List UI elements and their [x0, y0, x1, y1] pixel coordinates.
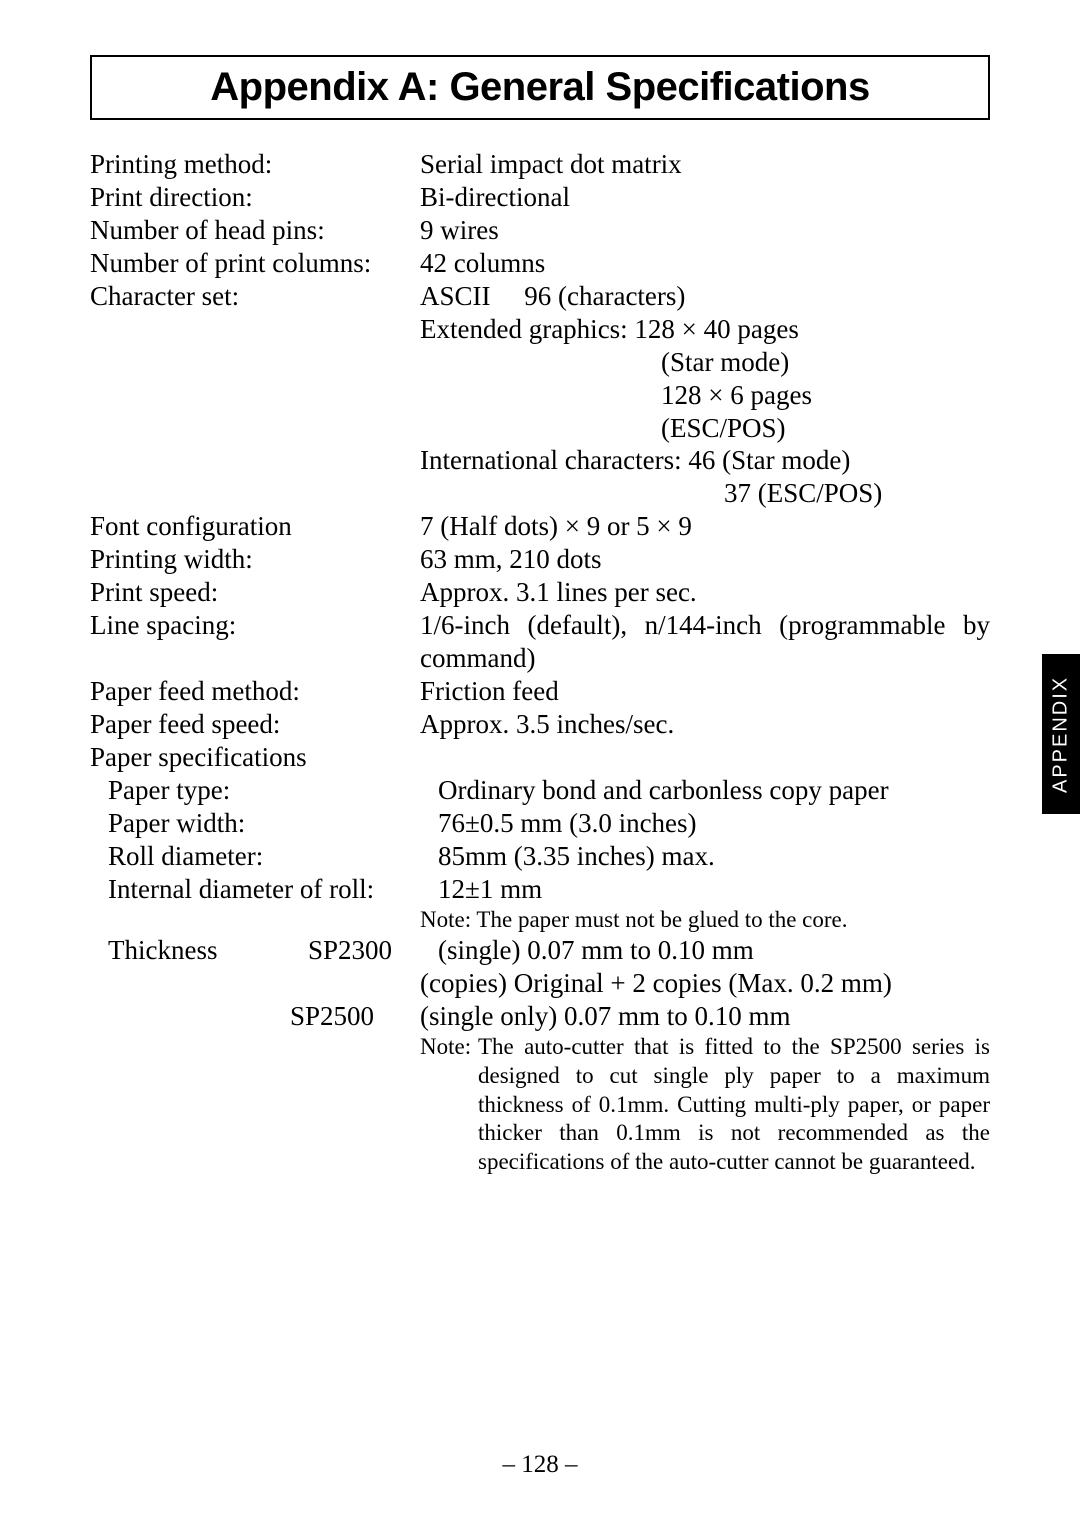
spec-row: (Star mode)	[90, 346, 990, 379]
spec-row: Paper type: Ordinary bond and carbonless…	[90, 774, 990, 807]
spec-row: Roll diameter: 85mm (3.35 inches) max.	[90, 840, 990, 873]
spec-value: Serial impact dot matrix	[420, 148, 990, 181]
note-text: Note: The paper must not be glued to the…	[420, 906, 990, 935]
spec-row: SP2500 (single only) 0.07 mm to 0.10 mm	[90, 1000, 990, 1033]
spec-row: Printing method: Serial impact dot matri…	[90, 148, 990, 181]
spec-label	[90, 313, 420, 346]
spec-label	[90, 477, 420, 510]
spec-label	[90, 412, 420, 445]
spec-label	[90, 1033, 420, 1177]
spec-value: (single only) 0.07 mm to 0.10 mm	[420, 1000, 990, 1033]
spec-value: 128 × 6 pages	[420, 379, 990, 412]
spec-row: Print direction: Bi-directional	[90, 181, 990, 214]
spec-value: Approx. 3.5 inches/sec.	[420, 708, 990, 741]
spec-row: Thickness SP2300 (single) 0.07 mm to 0.1…	[90, 934, 990, 967]
spec-value: (Star mode)	[420, 346, 990, 379]
spec-label	[90, 967, 290, 1000]
spec-value: Approx. 3.1 lines per sec.	[420, 576, 990, 609]
spec-row: International characters: 46 (Star mode)	[90, 444, 990, 477]
model-label: SP2300	[308, 934, 438, 967]
spec-label: Paper feed speed:	[90, 708, 420, 741]
page-container: Appendix A: General Specifications Print…	[0, 0, 1080, 1529]
spec-value: (single) 0.07 mm to 0.10 mm	[438, 934, 990, 967]
spec-row: Extended graphics: 128 × 40 pages	[90, 313, 990, 346]
spec-label: Internal diameter of roll:	[90, 873, 438, 906]
spec-row: Print speed: Approx. 3.1 lines per sec.	[90, 576, 990, 609]
spec-label	[90, 346, 420, 379]
spec-label	[90, 1000, 290, 1033]
spec-label: Paper feed method:	[90, 675, 420, 708]
spec-label: Printing method:	[90, 148, 420, 181]
spec-value	[420, 741, 990, 774]
spec-label: Printing width:	[90, 543, 420, 576]
spec-value: 85mm (3.35 inches) max.	[438, 840, 990, 873]
spec-label	[90, 906, 420, 935]
spec-row: Paper specifications	[90, 741, 990, 774]
spec-row: Internal diameter of roll: 12±1 mm	[90, 873, 990, 906]
spec-row: Number of print columns: 42 columns	[90, 247, 990, 280]
side-tab-appendix: APPENDIX	[1042, 654, 1080, 814]
spec-value: 9 wires	[420, 214, 990, 247]
spec-label: Line spacing:	[90, 609, 420, 675]
spec-row: Line spacing: 1/6-inch (default), n/144-…	[90, 609, 990, 675]
spec-row: Paper feed method: Friction feed	[90, 675, 990, 708]
model-label	[290, 967, 420, 1000]
spec-value: 1/6-inch (default), n/144-inch (programm…	[420, 609, 990, 675]
spec-label	[90, 379, 420, 412]
spec-label: Character set:	[90, 280, 420, 313]
spec-label: Print speed:	[90, 576, 420, 609]
spec-label	[90, 444, 420, 477]
spec-value: 63 mm, 210 dots	[420, 543, 990, 576]
spec-label: Print direction:	[90, 181, 420, 214]
spec-value: Bi-directional	[420, 181, 990, 214]
spec-row: Printing width: 63 mm, 210 dots	[90, 543, 990, 576]
spec-value: Friction feed	[420, 675, 990, 708]
spec-value: Extended graphics: 128 × 40 pages	[420, 313, 990, 346]
spec-label: Thickness	[90, 934, 308, 967]
spec-row: Character set: ASCII 96 (characters)	[90, 280, 990, 313]
spec-value: ASCII 96 (characters)	[420, 280, 990, 313]
note-prefix: Note:	[420, 1033, 471, 1062]
spec-label: Paper type:	[90, 774, 438, 807]
spec-row: 37 (ESC/POS)	[90, 477, 990, 510]
note-body: The auto-cutter that is fitted to the SP…	[420, 1033, 990, 1177]
spec-value: 37 (ESC/POS)	[420, 477, 990, 510]
page-title: Appendix A: General Specifications	[92, 65, 988, 110]
spec-row: (copies) Original + 2 copies (Max. 0.2 m…	[90, 967, 990, 1000]
page-number: – 128 –	[0, 1451, 1080, 1479]
spec-row: 128 × 6 pages	[90, 379, 990, 412]
spec-value: (copies) Original + 2 copies (Max. 0.2 m…	[420, 967, 990, 1000]
spec-row: (ESC/POS)	[90, 412, 990, 445]
note-block: Note:The auto-cutter that is fitted to t…	[420, 1033, 990, 1177]
spec-value: (ESC/POS)	[420, 412, 990, 445]
spec-label: Roll diameter:	[90, 840, 438, 873]
spec-value: 12±1 mm	[438, 873, 990, 906]
title-box: Appendix A: General Specifications	[90, 55, 990, 120]
spec-label: Number of head pins:	[90, 214, 420, 247]
spec-row: Font configuration 7 (Half dots) × 9 or …	[90, 510, 990, 543]
spec-label: Number of print columns:	[90, 247, 420, 280]
spec-value: International characters: 46 (Star mode)	[420, 444, 990, 477]
spec-value: Ordinary bond and carbonless copy paper	[438, 774, 990, 807]
specifications-block: Printing method: Serial impact dot matri…	[90, 148, 990, 1177]
spec-row: Number of head pins: 9 wires	[90, 214, 990, 247]
spec-value: 76±0.5 mm (3.0 inches)	[438, 807, 990, 840]
spec-value: 42 columns	[420, 247, 990, 280]
spec-label: Paper specifications	[90, 741, 420, 774]
spec-row: Note:The auto-cutter that is fitted to t…	[90, 1033, 990, 1177]
spec-value: 7 (Half dots) × 9 or 5 × 9	[420, 510, 990, 543]
spec-row: Paper feed speed: Approx. 3.5 inches/sec…	[90, 708, 990, 741]
model-label: SP2500	[290, 1000, 420, 1033]
spec-row: Paper width: 76±0.5 mm (3.0 inches)	[90, 807, 990, 840]
spec-row: Note: The paper must not be glued to the…	[90, 906, 990, 935]
spec-label: Font configuration	[90, 510, 420, 543]
spec-label: Paper width:	[90, 807, 438, 840]
